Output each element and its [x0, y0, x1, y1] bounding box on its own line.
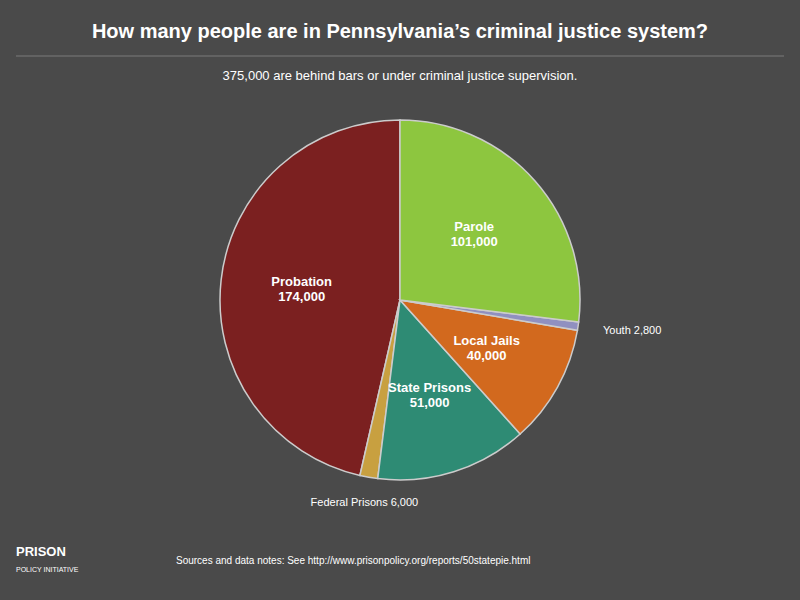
- inner-label: Local Jails40,000: [453, 333, 519, 363]
- source-note: Sources and data notes: See http://www.p…: [176, 555, 530, 566]
- label-line: 40,000: [467, 348, 507, 363]
- outer-label: Youth 2,800: [603, 324, 661, 336]
- label-line: Local Jails: [453, 333, 519, 348]
- title: How many people are in Pennsylvania’s cr…: [92, 20, 708, 42]
- pie: [220, 120, 580, 480]
- label-line: Federal Prisons 6,000: [311, 496, 419, 508]
- slice-labels: Probation174,000 Federal Prisons 6,000 Sta…: [271, 219, 661, 507]
- title-rule: [16, 56, 784, 57]
- label-line: Youth 2,800: [603, 324, 661, 336]
- label-line: State Prisons: [388, 380, 471, 395]
- logo-text: PRISON: [16, 544, 66, 559]
- label-line: 51,000: [410, 395, 450, 410]
- label-line: 174,000: [278, 289, 325, 304]
- subtitle: 375,000 are behind bars or under crimina…: [223, 68, 578, 83]
- label-line: Parole: [454, 219, 494, 234]
- footer: PRISON POLICY INITIATIVE Sources and data …: [16, 544, 530, 573]
- inner-label: Parole101,000: [451, 219, 498, 249]
- inner-label: Probation174,000: [271, 274, 332, 304]
- outer-label: Federal Prisons 6,000: [311, 496, 419, 508]
- inner-label: State Prisons51,000: [388, 380, 471, 410]
- label-line: 101,000: [451, 234, 498, 249]
- pie-slice: [400, 120, 580, 322]
- chart-svg: How many people are in Pennsylvania’s cr…: [0, 0, 800, 600]
- logo-subtext: POLICY INITIATIVE: [16, 566, 79, 573]
- label-line: Probation: [271, 274, 332, 289]
- background: [0, 0, 800, 600]
